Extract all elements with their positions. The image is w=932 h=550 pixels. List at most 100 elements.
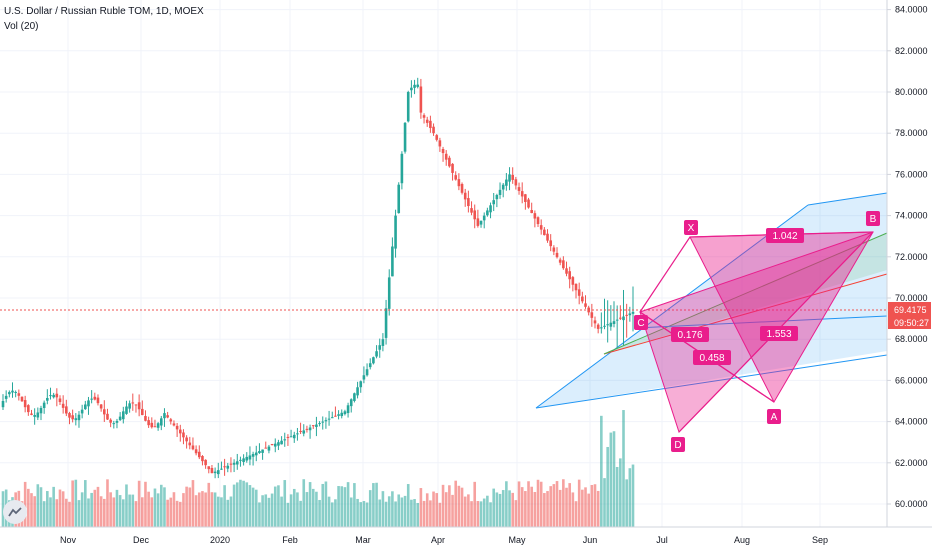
candle-body xyxy=(46,397,49,401)
volume-bar xyxy=(524,491,527,527)
volume-bar xyxy=(520,487,524,527)
volume-bar xyxy=(391,491,394,527)
legend: U.S. Dollar / Russian Ruble TOM, 1D, MOE… xyxy=(4,4,204,34)
candle-body xyxy=(207,466,211,470)
volume-bar xyxy=(438,502,442,527)
candle-body xyxy=(68,413,71,418)
candle-body xyxy=(36,412,40,418)
volume-bar xyxy=(609,432,613,527)
volume-bar xyxy=(349,497,353,527)
candle-body xyxy=(565,268,568,274)
volume-bar xyxy=(324,481,328,527)
volume-bar xyxy=(283,480,287,527)
candle-body xyxy=(232,462,236,465)
volume-bar xyxy=(277,485,280,527)
candle-body xyxy=(539,225,543,230)
volume-bar xyxy=(451,494,454,527)
volume-bar xyxy=(441,484,445,527)
candle-body xyxy=(327,418,331,420)
candle-body xyxy=(248,455,252,460)
volume-bar xyxy=(153,488,157,527)
volume-bar xyxy=(413,499,416,527)
candle-body xyxy=(122,411,125,420)
ratio-badge xyxy=(671,327,709,342)
volume-bar xyxy=(36,484,40,527)
candle-body xyxy=(65,406,68,414)
y-tick-label: 72.0000 xyxy=(895,252,928,262)
volume-bar xyxy=(353,483,356,527)
volume-bars xyxy=(1,410,635,527)
candle-body xyxy=(277,442,280,446)
candle-body xyxy=(71,415,74,420)
candle-body xyxy=(315,424,318,427)
volume-bar xyxy=(210,492,214,527)
candle-body xyxy=(432,126,435,134)
candle-body xyxy=(220,468,223,470)
volume-bar xyxy=(77,500,81,527)
volume-bar xyxy=(280,496,283,527)
volume-bar xyxy=(593,484,597,527)
candle-body xyxy=(311,425,315,427)
candle-body xyxy=(197,451,201,458)
volume-bar xyxy=(625,479,628,527)
volume-bar xyxy=(318,499,321,527)
volume-bar xyxy=(52,486,55,527)
pattern-point-badge xyxy=(634,315,648,330)
candle-body xyxy=(106,413,109,420)
volume-bar xyxy=(55,499,59,527)
volume-bar xyxy=(33,496,36,527)
volume-bar xyxy=(378,499,382,527)
candle-body xyxy=(444,153,448,160)
y-tick-label: 70.0000 xyxy=(895,293,928,303)
volume-bar xyxy=(150,497,154,527)
candle-body xyxy=(555,252,559,258)
candle-body xyxy=(27,405,30,413)
volume-bar xyxy=(65,498,68,527)
volume-bar xyxy=(327,496,331,527)
volume-bar xyxy=(489,502,492,527)
volume-bar xyxy=(543,493,546,527)
candle-body xyxy=(273,443,277,447)
candle-body xyxy=(600,327,603,329)
candle-body xyxy=(213,471,217,474)
volume-bar xyxy=(175,500,179,527)
volume-bar xyxy=(169,497,173,527)
ratio-label: 0.176 xyxy=(677,330,702,341)
volume-bar xyxy=(444,492,448,527)
candle-body xyxy=(410,87,413,91)
volume-bar xyxy=(46,491,49,527)
y-tick-label: 68.0000 xyxy=(895,334,928,344)
candle-body xyxy=(188,442,192,446)
volume-bar xyxy=(122,499,125,527)
candle-body xyxy=(495,195,499,200)
volume-bar xyxy=(615,466,619,527)
volume-bar xyxy=(248,485,252,527)
candle-body xyxy=(289,436,293,438)
volume-bar xyxy=(156,493,160,527)
volume-bar xyxy=(501,490,505,527)
candle-body xyxy=(489,205,492,213)
candle-body xyxy=(577,289,581,296)
candle-body xyxy=(201,456,204,462)
candle-body xyxy=(391,246,394,277)
tradingview-logo[interactable] xyxy=(3,500,27,524)
candle-body xyxy=(308,427,312,431)
volume-bar xyxy=(216,496,220,527)
volume-bar xyxy=(346,482,350,527)
volume-bar xyxy=(622,410,625,527)
candle-body xyxy=(264,447,268,449)
volume-bar xyxy=(476,501,480,527)
candle-body xyxy=(568,271,571,280)
candle-body xyxy=(254,452,258,456)
volume-bar xyxy=(191,480,195,527)
volume-bar xyxy=(552,484,556,527)
y-tick-label: 84.0000 xyxy=(895,5,928,15)
volume-bar xyxy=(185,486,188,527)
volume-bar xyxy=(514,500,518,527)
candle-body xyxy=(11,390,14,393)
channel-line-upper-left xyxy=(535,204,809,409)
candle-body xyxy=(467,198,470,207)
volume-bar xyxy=(562,479,565,527)
